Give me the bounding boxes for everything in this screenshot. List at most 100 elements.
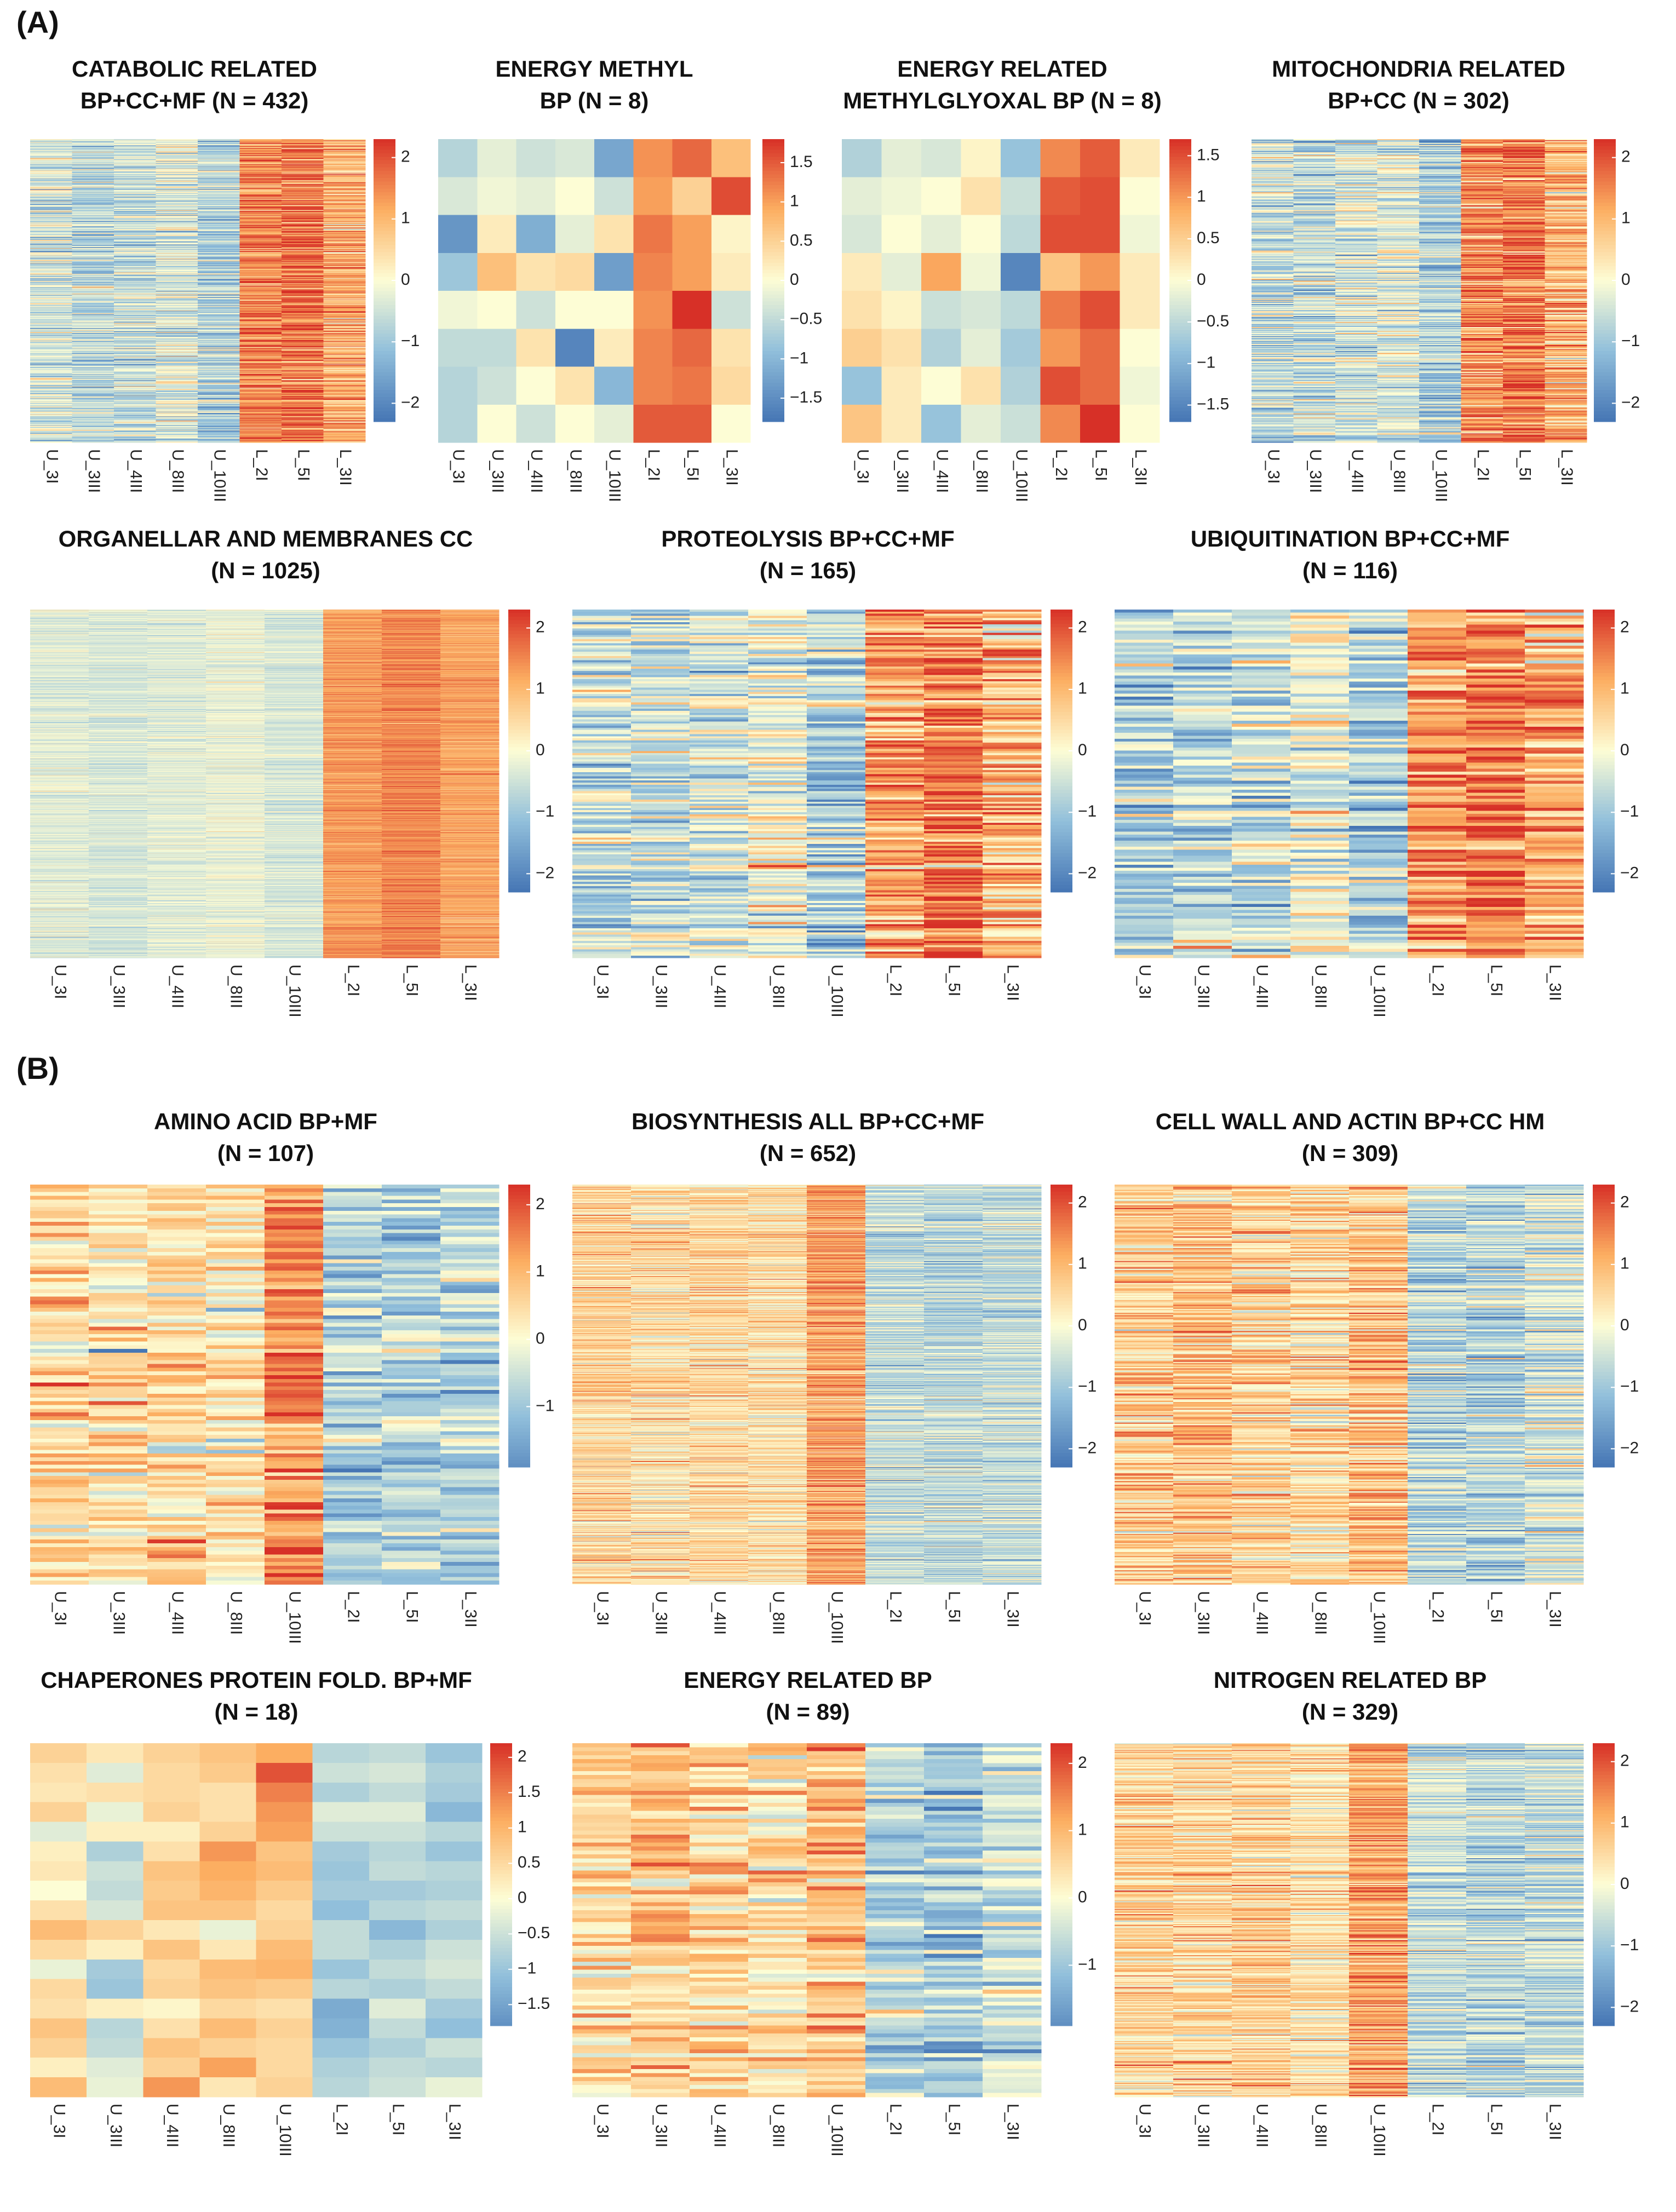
heatmap-cell <box>30 284 73 286</box>
heatmap-cell <box>72 349 114 351</box>
heatmap-cell <box>239 208 282 210</box>
heatmap-cell <box>1080 329 1121 367</box>
heatmap-cell <box>30 323 73 324</box>
heatmap-cell <box>114 351 157 352</box>
legend-swatch <box>374 255 395 260</box>
heatmap-cell <box>198 290 240 291</box>
heatmap-cell <box>30 346 73 347</box>
heatmap-cell <box>72 250 114 252</box>
heatmap-cell <box>672 215 712 254</box>
heatmap-cell <box>239 159 282 160</box>
heatmap-cell <box>30 307 73 309</box>
heatmap-cell <box>30 308 73 309</box>
heatmap-cell <box>156 170 198 172</box>
heatmap-cell <box>239 238 282 239</box>
heatmap-cell <box>30 232 73 233</box>
heatmap-cell <box>282 292 324 294</box>
heatmap-cell <box>323 217 366 219</box>
heatmap-cell <box>198 287 240 289</box>
heatmap-cell <box>156 225 198 227</box>
heatmap-cell <box>282 185 324 187</box>
heatmap-cell <box>198 326 240 328</box>
legend-swatch <box>762 185 784 189</box>
heatmap-cell <box>323 344 366 346</box>
heatmap-cell <box>156 165 198 167</box>
heatmap-cell <box>156 255 198 257</box>
heatmap-cell <box>114 194 157 196</box>
heatmap-cell <box>72 178 114 180</box>
heatmap-cell <box>30 369 73 370</box>
heatmap-cell <box>72 289 114 291</box>
heatmap-cell <box>282 258 324 260</box>
heatmap-cell <box>239 349 282 351</box>
heatmap-cell <box>239 260 282 262</box>
heatmap-cell <box>282 217 324 219</box>
heatmap-cell <box>323 300 366 301</box>
heatmap-cell <box>114 160 157 162</box>
heatmap-cell <box>282 354 324 355</box>
heatmap-cell <box>114 145 157 146</box>
heatmap-cell <box>282 351 324 352</box>
legend-swatch <box>1169 354 1191 359</box>
heatmap-cell <box>239 140 282 142</box>
heatmap-cell <box>282 335 324 336</box>
heatmap-cell <box>282 324 324 325</box>
heatmap-cell <box>156 304 198 306</box>
heatmap-cell <box>156 346 198 347</box>
heatmap-cell <box>198 170 240 172</box>
heatmap-cell <box>156 308 198 309</box>
heatmap-cell <box>323 366 366 367</box>
legend-tick-label: −2 <box>401 393 420 411</box>
heatmap-cell <box>72 228 114 229</box>
heatmap-cell <box>114 329 157 330</box>
heatmap-cell <box>239 366 282 367</box>
heatmap-cell <box>114 240 157 242</box>
heatmap-cell <box>323 205 366 206</box>
heatmap-cell <box>156 346 198 347</box>
heatmap-cell <box>323 200 366 202</box>
heatmap-cell <box>114 157 157 159</box>
heatmap-cell <box>198 210 240 212</box>
heatmap-cell <box>198 264 240 265</box>
heatmap-cell <box>239 184 282 185</box>
heatmap-cell <box>114 245 157 247</box>
heatmap-cell <box>72 234 114 236</box>
heatmap-cell <box>239 203 282 204</box>
heatmap-cell <box>72 359 114 360</box>
legend-swatch <box>374 273 395 278</box>
heatmap-cell <box>114 336 157 338</box>
heatmap-cell <box>114 261 157 262</box>
heatmap-cell <box>30 286 73 288</box>
heatmap-cell <box>282 194 324 195</box>
heatmap-cell <box>198 142 240 143</box>
heatmap-cell <box>282 309 324 311</box>
heatmap-cell <box>30 142 73 143</box>
legend-swatch <box>1169 344 1191 348</box>
heatmap-cell <box>30 240 73 242</box>
heatmap-cell <box>239 157 282 159</box>
heatmap-cell <box>156 280 198 281</box>
heatmap-cell <box>114 349 157 351</box>
heatmap-cell <box>198 248 240 249</box>
heatmap-cell <box>198 207 240 209</box>
heatmap-cell <box>72 264 114 265</box>
heatmap-cell <box>323 371 366 372</box>
heatmap-cell <box>114 324 157 326</box>
heatmap-cell <box>239 177 282 178</box>
heatmap-cell <box>72 142 114 144</box>
heatmap-cell <box>156 291 198 292</box>
heatmap-cell <box>239 310 282 312</box>
legend-swatch <box>762 210 784 214</box>
heatmap-cell <box>30 278 73 279</box>
heatmap-cell <box>198 321 240 323</box>
heatmap-cell <box>239 269 282 271</box>
heatmap-cell <box>198 239 240 241</box>
heatmap-cell <box>156 231 198 232</box>
heatmap-cell <box>239 368 282 369</box>
heatmap-cell <box>198 203 240 204</box>
heatmap-cell <box>239 316 282 317</box>
heatmap-cell <box>30 289 73 290</box>
heatmap-cell <box>282 275 324 277</box>
heatmap-cell <box>282 212 324 214</box>
heatmap-cell <box>72 177 114 179</box>
